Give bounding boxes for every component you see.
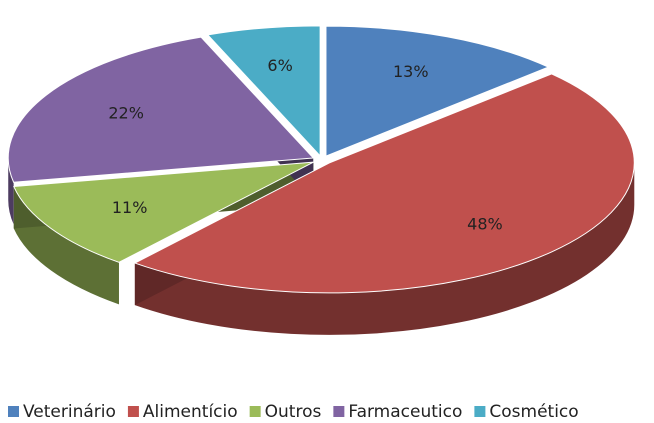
legend-swatch — [474, 406, 486, 417]
legend-swatch — [333, 406, 345, 417]
data-label: 48% — [467, 215, 503, 234]
data-label: 11% — [112, 198, 148, 217]
legend-swatch — [249, 406, 261, 417]
legend-label: Veterinário — [23, 402, 116, 422]
slice-side — [8, 157, 14, 225]
data-label: 22% — [108, 104, 144, 123]
legend-swatch — [8, 406, 19, 417]
data-label: 6% — [267, 56, 292, 75]
legend-label: Outros — [265, 402, 322, 422]
slice-tops — [7, 25, 635, 294]
slice — [13, 161, 314, 263]
legend-label: Farmaceutico — [348, 402, 462, 422]
slice — [206, 25, 321, 158]
legend-label: Cosmético — [489, 402, 578, 422]
legend-label: Alimentício — [143, 402, 238, 422]
slice-side — [13, 186, 119, 305]
slice-side — [134, 162, 635, 335]
data-label: 13% — [393, 62, 429, 81]
slice — [325, 25, 550, 157]
slice — [133, 73, 635, 294]
legend-swatch — [127, 406, 139, 417]
slice — [7, 36, 315, 183]
